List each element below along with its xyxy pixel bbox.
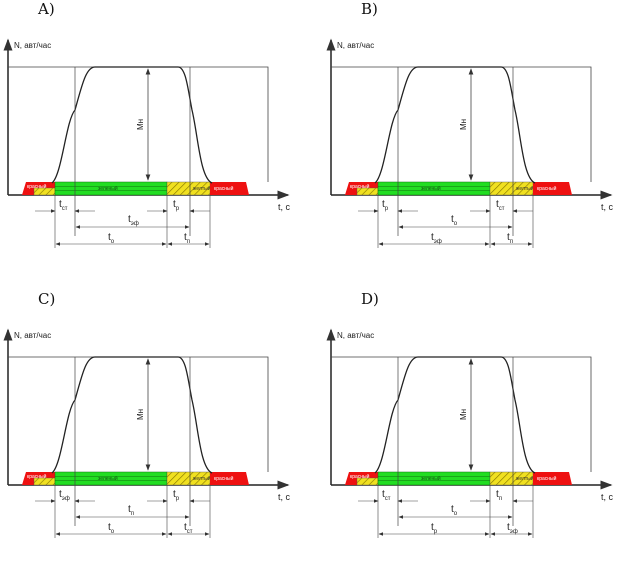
diagram-panel-d: D) N, авт/час t, с красный зеленый желтый крас… — [323, 290, 622, 563]
red-label-right: красный — [214, 475, 234, 482]
green-label: зеленый — [421, 185, 441, 192]
yellow-label: желтый — [516, 185, 534, 192]
red-segment-right — [210, 472, 249, 485]
red-segment-right — [210, 182, 249, 195]
bottom-left-label: tэф — [431, 232, 442, 245]
bottom-right-label: tст — [184, 522, 193, 535]
amplitude-label: Mн — [459, 409, 468, 420]
green-label: зеленый — [98, 185, 118, 192]
short-right-label: tст — [496, 199, 505, 212]
short-left-label: tэф — [59, 489, 70, 502]
amplitude-label: Mн — [136, 409, 145, 420]
diagram-panel-b: B) N, авт/час t, с красный зеленый желтый крас… — [323, 0, 622, 273]
bottom-left-label: tр — [431, 522, 438, 535]
x-axis-label: t, с — [601, 202, 614, 212]
red-label-right: красный — [537, 475, 557, 482]
amplitude-label: Mн — [136, 119, 145, 130]
short-right-label: tп — [496, 489, 502, 502]
red-label-left: красный — [27, 183, 47, 190]
red-segment-right — [533, 472, 572, 485]
amplitude-label: Mн — [459, 119, 468, 130]
short-right-label: tр — [173, 199, 180, 212]
red-label-right: красный — [537, 185, 557, 192]
bottom-left-label: tо — [108, 232, 115, 245]
short-right-label: tр — [173, 489, 180, 502]
red-label-right: красный — [214, 185, 234, 192]
bottom-left-label: tо — [108, 522, 115, 535]
flow-curve — [374, 66, 536, 184]
short-left-label: tст — [59, 199, 68, 212]
red-label-left: красный — [27, 473, 47, 480]
green-label: зеленый — [98, 475, 118, 482]
option-label: D) — [361, 290, 379, 308]
green-label: зеленый — [421, 475, 441, 482]
x-axis-label: t, с — [278, 492, 291, 502]
bottom-right-label: tэф — [507, 522, 518, 535]
middle-label: tп — [128, 504, 134, 517]
red-segment-right — [533, 182, 572, 195]
x-axis-label: t, с — [601, 492, 614, 502]
option-label: A) — [38, 0, 55, 18]
y-axis-label: N, авт/час — [337, 41, 374, 50]
red-label-left: красный — [350, 183, 370, 190]
yellow-label: желтый — [193, 185, 211, 192]
x-axis-label: t, с — [278, 202, 291, 212]
middle-label: tэф — [128, 214, 139, 227]
bottom-right-label: tп — [184, 232, 190, 245]
diagram-panel-a: A) N, авт/час t, с красный зеленый желтый крас… — [0, 0, 311, 273]
y-axis-label: N, авт/час — [14, 331, 51, 340]
flow-curve — [374, 356, 536, 474]
option-label: B) — [361, 0, 378, 18]
red-label-left: красный — [350, 473, 370, 480]
short-left-label: tст — [382, 489, 391, 502]
flow-curve — [51, 356, 213, 474]
yellow-label: желтый — [193, 475, 211, 482]
middle-label: tо — [451, 504, 458, 517]
bottom-right-label: tп — [507, 232, 513, 245]
short-left-label: tр — [382, 199, 389, 212]
flow-curve — [51, 66, 213, 184]
middle-label: tо — [451, 214, 458, 227]
y-axis-label: N, авт/час — [337, 331, 374, 340]
yellow-label: желтый — [516, 475, 534, 482]
option-label: C) — [38, 290, 56, 308]
y-axis-label: N, авт/час — [14, 41, 51, 50]
diagram-panel-c: C) N, авт/час t, с красный зеленый желтый крас… — [0, 290, 311, 563]
